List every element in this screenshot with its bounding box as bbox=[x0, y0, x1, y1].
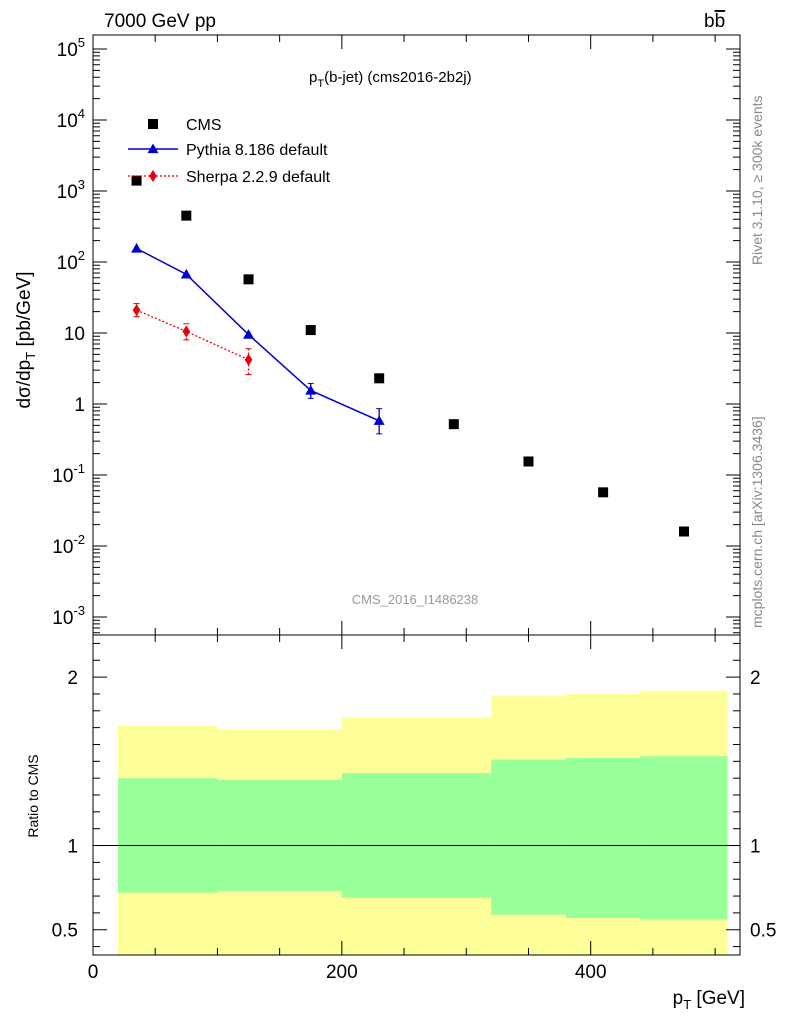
x-tick-label: 0 bbox=[88, 962, 99, 983]
cms-point bbox=[181, 210, 192, 221]
pythia-point bbox=[373, 415, 385, 425]
legend: CMS Pythia 8.186 default Sherpa 2.2.9 defa… bbox=[128, 117, 331, 186]
data-series bbox=[131, 175, 690, 537]
cms-point bbox=[598, 487, 609, 498]
pythia-point bbox=[180, 268, 192, 279]
band-stat-4 bbox=[565, 757, 641, 918]
band-stat-3 bbox=[491, 759, 566, 915]
legend-label: Sherpa 2.2.9 default bbox=[186, 169, 331, 186]
ratio-y-tick-label-right: 1 bbox=[750, 837, 761, 858]
rivet-label: Rivet 3.1.10, ≥ 300k events bbox=[749, 95, 765, 265]
y-tick-label: 10-2 bbox=[52, 532, 85, 558]
y-tick-label: 102 bbox=[57, 248, 85, 274]
legend-item: Sherpa 2.2.9 default bbox=[128, 169, 331, 186]
ratio-frame: 0 200 400 0.5 0.5 1 1 2 2 bbox=[52, 634, 776, 983]
ratio-bands bbox=[117, 690, 728, 955]
ratio-y-tick-label-left: 0.5 bbox=[52, 921, 78, 942]
cms-point bbox=[523, 456, 534, 467]
plot-title-main: p bbox=[309, 69, 317, 86]
y-tick-label: 1 bbox=[74, 395, 85, 416]
process-label-bbar: b bbox=[715, 11, 726, 32]
y-tick-label: 104 bbox=[57, 106, 85, 132]
band-stat-5 bbox=[640, 756, 728, 920]
ratio-y-tick-label-left: 2 bbox=[67, 668, 78, 689]
cms-point bbox=[374, 373, 385, 384]
ratio-y-tick-label-right: 2 bbox=[750, 668, 761, 689]
y-tick-label: 10-1 bbox=[52, 461, 85, 487]
legend-marker-diamond bbox=[149, 170, 157, 182]
y-tick-label: 103 bbox=[57, 177, 85, 203]
legend-item: CMS bbox=[148, 117, 222, 134]
legend-item: Pythia 8.186 default bbox=[128, 142, 328, 159]
main-frame: 10-3 10-2 10-1 1 10 102 103 104 105 bbox=[52, 34, 741, 636]
ratio-y-tick-label-right: 0.5 bbox=[750, 921, 776, 942]
plot-title: pT(b-jet) (cms2016-2b2j) bbox=[309, 69, 472, 90]
y-tick-label: 10-3 bbox=[52, 603, 85, 629]
cms-point bbox=[131, 175, 142, 186]
x-tick-label: 400 bbox=[575, 962, 607, 983]
legend-label: CMS bbox=[186, 117, 222, 134]
pythia-point bbox=[243, 329, 255, 339]
plot-title-sub: T bbox=[317, 78, 324, 90]
legend-label: Pythia 8.186 default bbox=[186, 142, 328, 159]
process-label: bb bbox=[704, 11, 725, 32]
legend-marker-square bbox=[148, 119, 158, 129]
main-frame-box bbox=[92, 34, 741, 636]
sherpa-point bbox=[244, 353, 253, 366]
y-tick-label: 105 bbox=[57, 35, 85, 61]
sherpa-point bbox=[182, 325, 191, 338]
ratio-y-tick-label-left: 1 bbox=[67, 837, 78, 858]
energy-label: 7000 GeV pp bbox=[104, 11, 216, 32]
band-stat-0 bbox=[117, 778, 218, 893]
pythia-point bbox=[305, 384, 317, 395]
band-stat-1 bbox=[217, 779, 342, 891]
cms-point bbox=[448, 419, 459, 430]
cms-point bbox=[305, 325, 316, 336]
y-tick-label: 10 bbox=[64, 324, 85, 345]
watermark: CMS_2016_I1486238 bbox=[352, 592, 479, 607]
plot-title-rest: (b-jet) (cms2016-2b2j) bbox=[324, 69, 472, 86]
pythia-line bbox=[136, 247, 380, 422]
ratio-ylabel: Ratio to CMS bbox=[25, 754, 41, 837]
sherpa-point bbox=[132, 304, 141, 317]
legend-marker-triangle bbox=[147, 143, 159, 154]
cms-point bbox=[679, 526, 690, 537]
pythia-point bbox=[131, 242, 143, 253]
mcplots-label: mcplots.cern.ch [arXiv:1306.3436] bbox=[749, 416, 765, 628]
main-ylabel: dσ/dpT [pb/GeV] bbox=[14, 272, 38, 409]
band-stat-2 bbox=[341, 773, 492, 898]
xlabel: pT [GeV] bbox=[673, 988, 745, 1012]
x-tick-label: 200 bbox=[326, 962, 358, 983]
cms-point bbox=[243, 274, 254, 285]
